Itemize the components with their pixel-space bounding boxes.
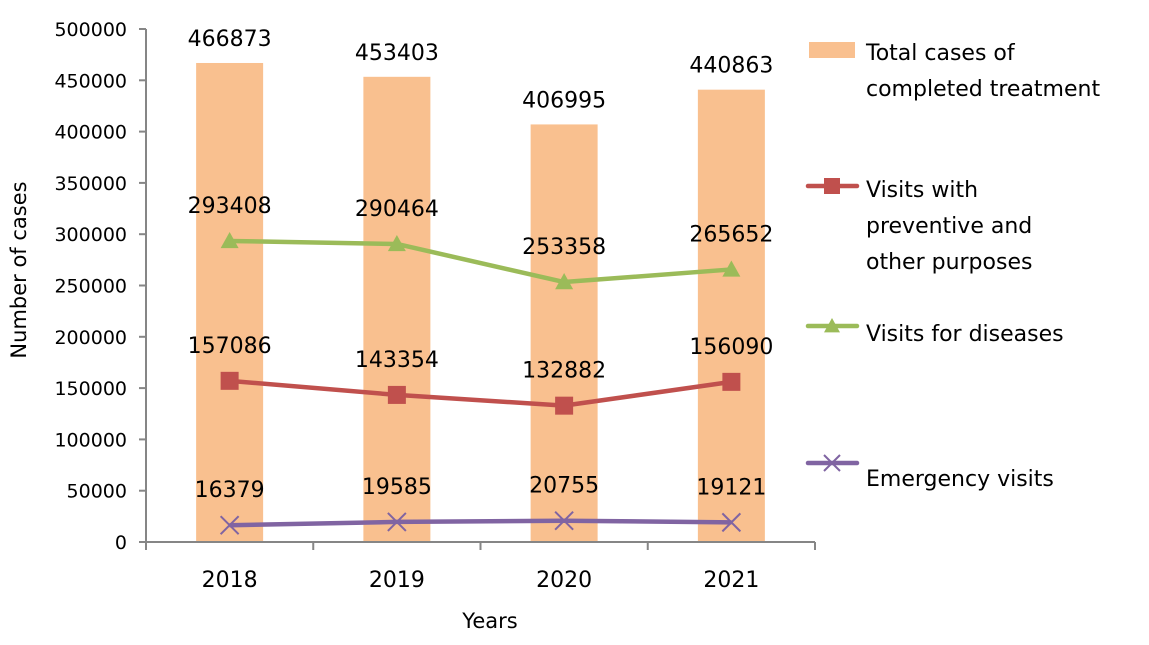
triangle-marker [387,234,406,252]
x-tick-label: 2021 [703,568,759,593]
data-label: 290464 [355,197,439,222]
y-tick-label: 50000 [67,481,127,503]
data-label: 16379 [195,478,265,503]
axes-layer: 0 50000 100000 150000 200000 250000 300000 3500… [54,19,816,593]
data-label: 406995 [522,88,606,113]
legend-label: Total cases of [865,41,1016,66]
y-tick-label: 200000 [54,327,127,349]
lines-layer [219,231,742,535]
y-tick-label: 500000 [54,19,127,41]
y-tick-label: 250000 [54,276,127,298]
legend-item: Visits with preventive and other purposes [805,178,1032,275]
x-marker [387,512,407,532]
x-marker [823,454,841,472]
data-label: 157086 [188,334,272,359]
legend-item: Visits for diseases [805,318,1064,347]
bar [363,76,431,542]
triangle-marker [555,273,574,290]
data-label: 440863 [689,54,773,79]
data-label: 265652 [689,222,773,247]
y-tick-label: 400000 [54,122,127,144]
data-label: 253358 [522,235,606,260]
square-marker [220,371,239,390]
data-label: 132882 [522,359,606,384]
bar [530,124,598,542]
y-tick-label: 100000 [54,429,127,451]
x-marker [554,510,574,531]
y-axis-title: Number of cases [7,181,31,358]
legend-label: preventive and [866,214,1032,239]
legend-label: completed treatment [866,77,1100,102]
square-marker [824,178,840,194]
data-label: 156090 [689,335,773,360]
y-tick-label: 450000 [54,70,127,92]
x-tick-label: 2019 [369,568,425,593]
legend-item: Total cases of completed treatment [809,41,1100,102]
bars-layer [196,62,765,542]
data-label: 20755 [529,474,599,499]
legend-label: Visits for diseases [866,322,1064,347]
data-label: 453403 [355,41,439,66]
legend-swatch [809,42,855,58]
y-tick-label: 350000 [54,173,127,195]
x-axis-title: Years [461,609,517,633]
legend: Total cases of completed treatment Visits … [805,41,1100,492]
series-line [229,378,732,408]
triangle-marker [824,318,840,333]
labels-layer: 466873 453403 406995 440863 157086 143354 1328… [188,27,774,503]
legend-label: Visits with [866,178,978,203]
data-label: 19585 [362,475,432,500]
legend-label: Emergency visits [866,467,1054,492]
square-marker [555,396,574,415]
y-tick-label: 150000 [54,378,127,400]
legend-label: other purposes [866,250,1032,275]
series-line [229,238,732,285]
x-tick-label: 2020 [536,568,592,593]
y-tick-label: 300000 [54,224,127,246]
triangle-marker [722,260,741,277]
data-label: 293408 [188,194,272,219]
triangle-marker [220,231,239,249]
data-label: 19121 [696,475,766,500]
square-marker [387,385,406,404]
bar [196,62,264,542]
data-label: 143354 [355,348,439,373]
x-marker [219,515,240,535]
y-tick-label: 0 [115,532,127,554]
square-marker [722,372,741,391]
x-marker [721,512,742,533]
legend-item: Emergency visits [805,454,1054,492]
series-line [229,518,732,528]
x-tick-label: 2018 [202,568,258,593]
data-label: 466873 [188,27,272,52]
bar [697,89,765,542]
